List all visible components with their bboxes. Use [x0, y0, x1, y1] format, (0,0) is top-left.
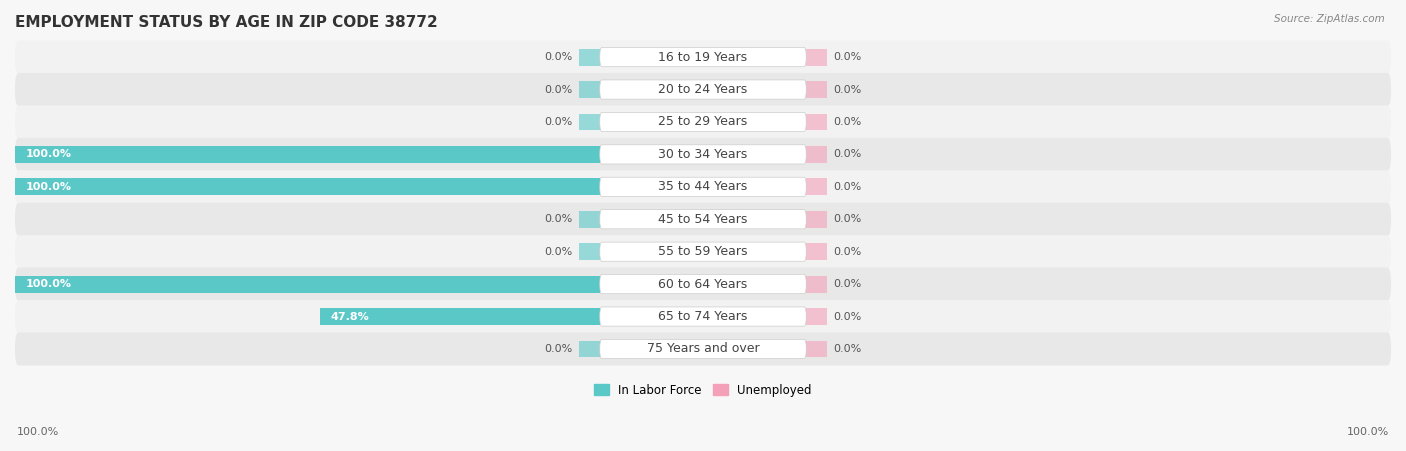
FancyBboxPatch shape	[15, 332, 1391, 365]
FancyBboxPatch shape	[600, 242, 806, 261]
Text: 30 to 34 Years: 30 to 34 Years	[658, 148, 748, 161]
FancyBboxPatch shape	[600, 112, 806, 132]
Text: 0.0%: 0.0%	[834, 149, 862, 159]
Text: EMPLOYMENT STATUS BY AGE IN ZIP CODE 38772: EMPLOYMENT STATUS BY AGE IN ZIP CODE 387…	[15, 15, 437, 30]
Text: 0.0%: 0.0%	[544, 84, 572, 95]
Bar	[15, 276, 600, 293]
Text: 100.0%: 100.0%	[17, 428, 59, 437]
Bar	[579, 81, 600, 98]
FancyBboxPatch shape	[600, 47, 806, 67]
Text: 0.0%: 0.0%	[544, 214, 572, 224]
Bar	[806, 179, 827, 195]
Bar	[15, 146, 600, 163]
Text: 0.0%: 0.0%	[544, 117, 572, 127]
Text: 0.0%: 0.0%	[834, 52, 862, 62]
Text: 45 to 54 Years: 45 to 54 Years	[658, 213, 748, 226]
Text: 100.0%: 100.0%	[1347, 428, 1389, 437]
Text: 0.0%: 0.0%	[834, 344, 862, 354]
FancyBboxPatch shape	[600, 177, 806, 197]
Text: 75 Years and over: 75 Years and over	[647, 342, 759, 355]
Text: 0.0%: 0.0%	[834, 279, 862, 289]
FancyBboxPatch shape	[600, 210, 806, 229]
Bar	[806, 243, 827, 260]
Text: 55 to 59 Years: 55 to 59 Years	[658, 245, 748, 258]
FancyBboxPatch shape	[15, 202, 1391, 236]
Text: 0.0%: 0.0%	[544, 344, 572, 354]
Bar	[321, 308, 600, 325]
Text: 0.0%: 0.0%	[834, 312, 862, 322]
Text: Source: ZipAtlas.com: Source: ZipAtlas.com	[1274, 14, 1385, 23]
Bar	[806, 211, 827, 228]
FancyBboxPatch shape	[15, 300, 1391, 333]
FancyBboxPatch shape	[15, 73, 1391, 106]
Bar	[579, 114, 600, 130]
Text: 0.0%: 0.0%	[544, 247, 572, 257]
Text: 0.0%: 0.0%	[834, 117, 862, 127]
Bar	[806, 49, 827, 65]
Bar	[579, 243, 600, 260]
FancyBboxPatch shape	[15, 170, 1391, 203]
Text: 47.8%: 47.8%	[330, 312, 370, 322]
Text: 20 to 24 Years: 20 to 24 Years	[658, 83, 748, 96]
Text: 100.0%: 100.0%	[25, 149, 72, 159]
Text: 65 to 74 Years: 65 to 74 Years	[658, 310, 748, 323]
Text: 100.0%: 100.0%	[25, 182, 72, 192]
FancyBboxPatch shape	[600, 275, 806, 294]
Bar	[806, 341, 827, 357]
FancyBboxPatch shape	[15, 138, 1391, 171]
FancyBboxPatch shape	[600, 339, 806, 359]
Bar	[579, 341, 600, 357]
Text: 60 to 64 Years: 60 to 64 Years	[658, 278, 748, 290]
Bar	[579, 211, 600, 228]
Bar	[806, 114, 827, 130]
FancyBboxPatch shape	[15, 106, 1391, 138]
Bar	[806, 308, 827, 325]
Text: 0.0%: 0.0%	[834, 247, 862, 257]
Text: 0.0%: 0.0%	[834, 182, 862, 192]
FancyBboxPatch shape	[15, 235, 1391, 268]
FancyBboxPatch shape	[15, 41, 1391, 74]
Text: 35 to 44 Years: 35 to 44 Years	[658, 180, 748, 193]
Text: 25 to 29 Years: 25 to 29 Years	[658, 115, 748, 129]
Bar	[806, 276, 827, 293]
Text: 0.0%: 0.0%	[834, 214, 862, 224]
FancyBboxPatch shape	[600, 80, 806, 99]
FancyBboxPatch shape	[600, 145, 806, 164]
FancyBboxPatch shape	[600, 307, 806, 326]
Text: 0.0%: 0.0%	[834, 84, 862, 95]
Legend: In Labor Force, Unemployed: In Labor Force, Unemployed	[589, 379, 817, 401]
Text: 0.0%: 0.0%	[544, 52, 572, 62]
Text: 16 to 19 Years: 16 to 19 Years	[658, 51, 748, 64]
Bar	[806, 81, 827, 98]
FancyBboxPatch shape	[15, 267, 1391, 301]
Text: 100.0%: 100.0%	[25, 279, 72, 289]
Bar	[15, 179, 600, 195]
Bar	[806, 146, 827, 163]
Bar	[579, 49, 600, 65]
